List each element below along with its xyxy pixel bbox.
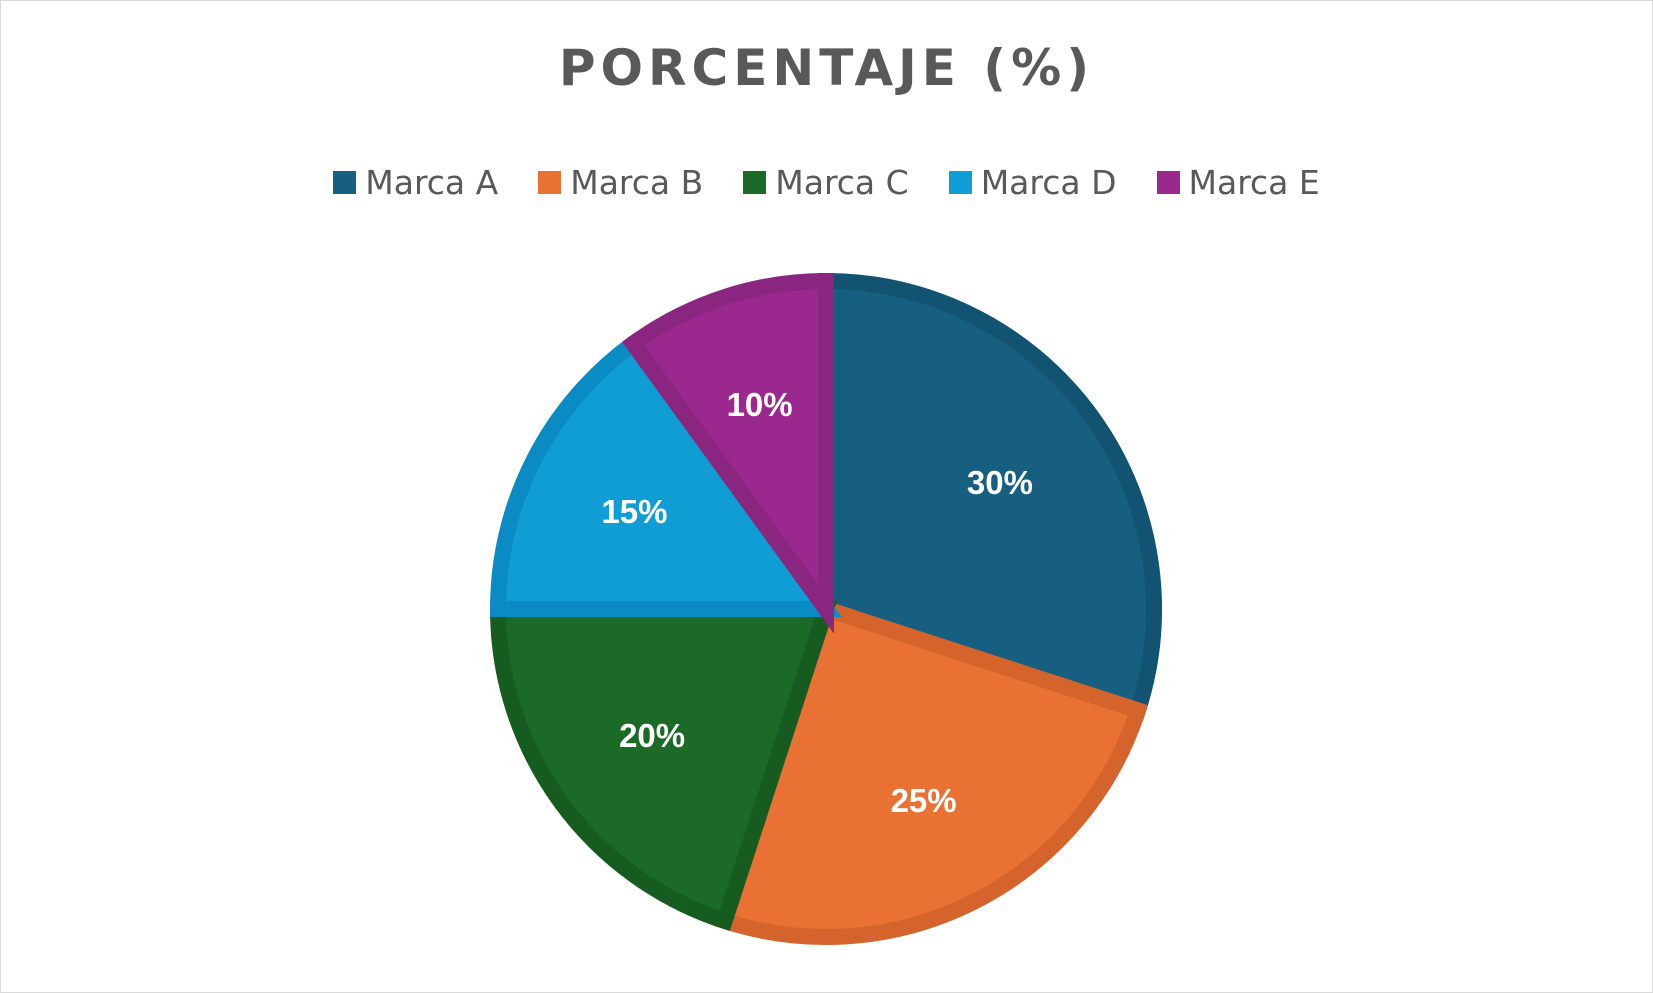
legend-label: Marca B xyxy=(570,163,704,202)
legend-item: Marca C xyxy=(743,163,909,202)
chart-title: PORCENTAJE (%) xyxy=(558,39,1095,97)
legend-swatch xyxy=(743,171,767,194)
data-label: 20% xyxy=(619,717,685,754)
legend: Marca A Marca B Marca C Marca D Marca E xyxy=(1,163,1652,202)
legend-item: Marca E xyxy=(1156,163,1320,202)
pie-slice-marca-b xyxy=(714,598,1149,946)
legend-label: Marca C xyxy=(775,163,909,202)
legend-item: Marca B xyxy=(538,163,703,202)
legend-swatch xyxy=(333,171,357,194)
legend-label: Marca E xyxy=(1188,163,1320,202)
legend-item: Marca D xyxy=(948,163,1117,202)
legend-item: Marca A xyxy=(333,163,498,202)
data-label: 10% xyxy=(727,386,793,423)
legend-swatch xyxy=(538,171,562,194)
legend-swatch xyxy=(1156,171,1180,194)
pie-slice-marca-c xyxy=(489,601,838,932)
legend-swatch xyxy=(948,171,972,194)
pie-slice-marca-a xyxy=(818,272,1162,721)
data-label: 30% xyxy=(967,464,1033,501)
pie-slice-marca-e xyxy=(622,272,834,634)
legend-label: Marca D xyxy=(980,163,1117,202)
pie-slice-marca-d xyxy=(489,332,842,617)
data-label: 15% xyxy=(601,493,667,530)
legend-label: Marca A xyxy=(365,163,499,202)
data-label: 25% xyxy=(891,782,957,819)
